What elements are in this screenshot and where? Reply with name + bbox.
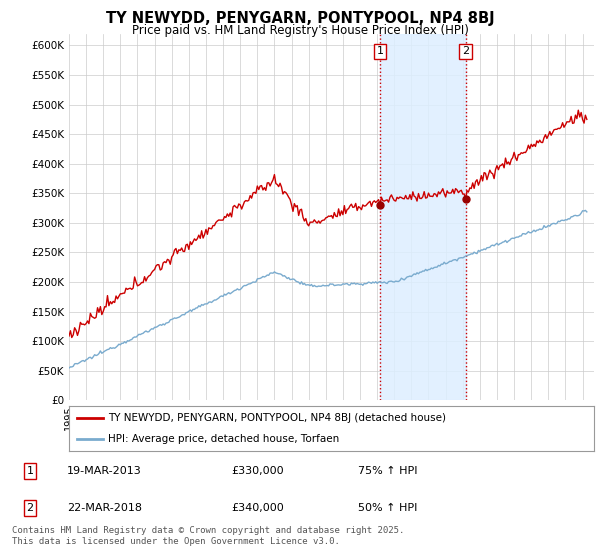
Bar <box>380 34 466 400</box>
Text: 2: 2 <box>462 46 469 57</box>
Text: 50% ↑ HPI: 50% ↑ HPI <box>358 503 417 513</box>
Text: 2: 2 <box>26 503 34 513</box>
Text: HPI: Average price, detached house, Torfaen: HPI: Average price, detached house, Torf… <box>109 433 340 444</box>
Text: TY NEWYDD, PENYGARN, PONTYPOOL, NP4 8BJ (detached house): TY NEWYDD, PENYGARN, PONTYPOOL, NP4 8BJ … <box>109 413 446 423</box>
Text: Contains HM Land Registry data © Crown copyright and database right 2025.
This d: Contains HM Land Registry data © Crown c… <box>12 526 404 546</box>
Text: 1: 1 <box>376 46 383 57</box>
Text: £330,000: £330,000 <box>231 466 284 476</box>
Text: £340,000: £340,000 <box>231 503 284 513</box>
Text: TY NEWYDD, PENYGARN, PONTYPOOL, NP4 8BJ: TY NEWYDD, PENYGARN, PONTYPOOL, NP4 8BJ <box>106 11 494 26</box>
Text: 75% ↑ HPI: 75% ↑ HPI <box>358 466 417 476</box>
Text: 1: 1 <box>26 466 34 476</box>
Text: 22-MAR-2018: 22-MAR-2018 <box>67 503 142 513</box>
Text: 19-MAR-2013: 19-MAR-2013 <box>67 466 142 476</box>
Text: Price paid vs. HM Land Registry's House Price Index (HPI): Price paid vs. HM Land Registry's House … <box>131 24 469 36</box>
